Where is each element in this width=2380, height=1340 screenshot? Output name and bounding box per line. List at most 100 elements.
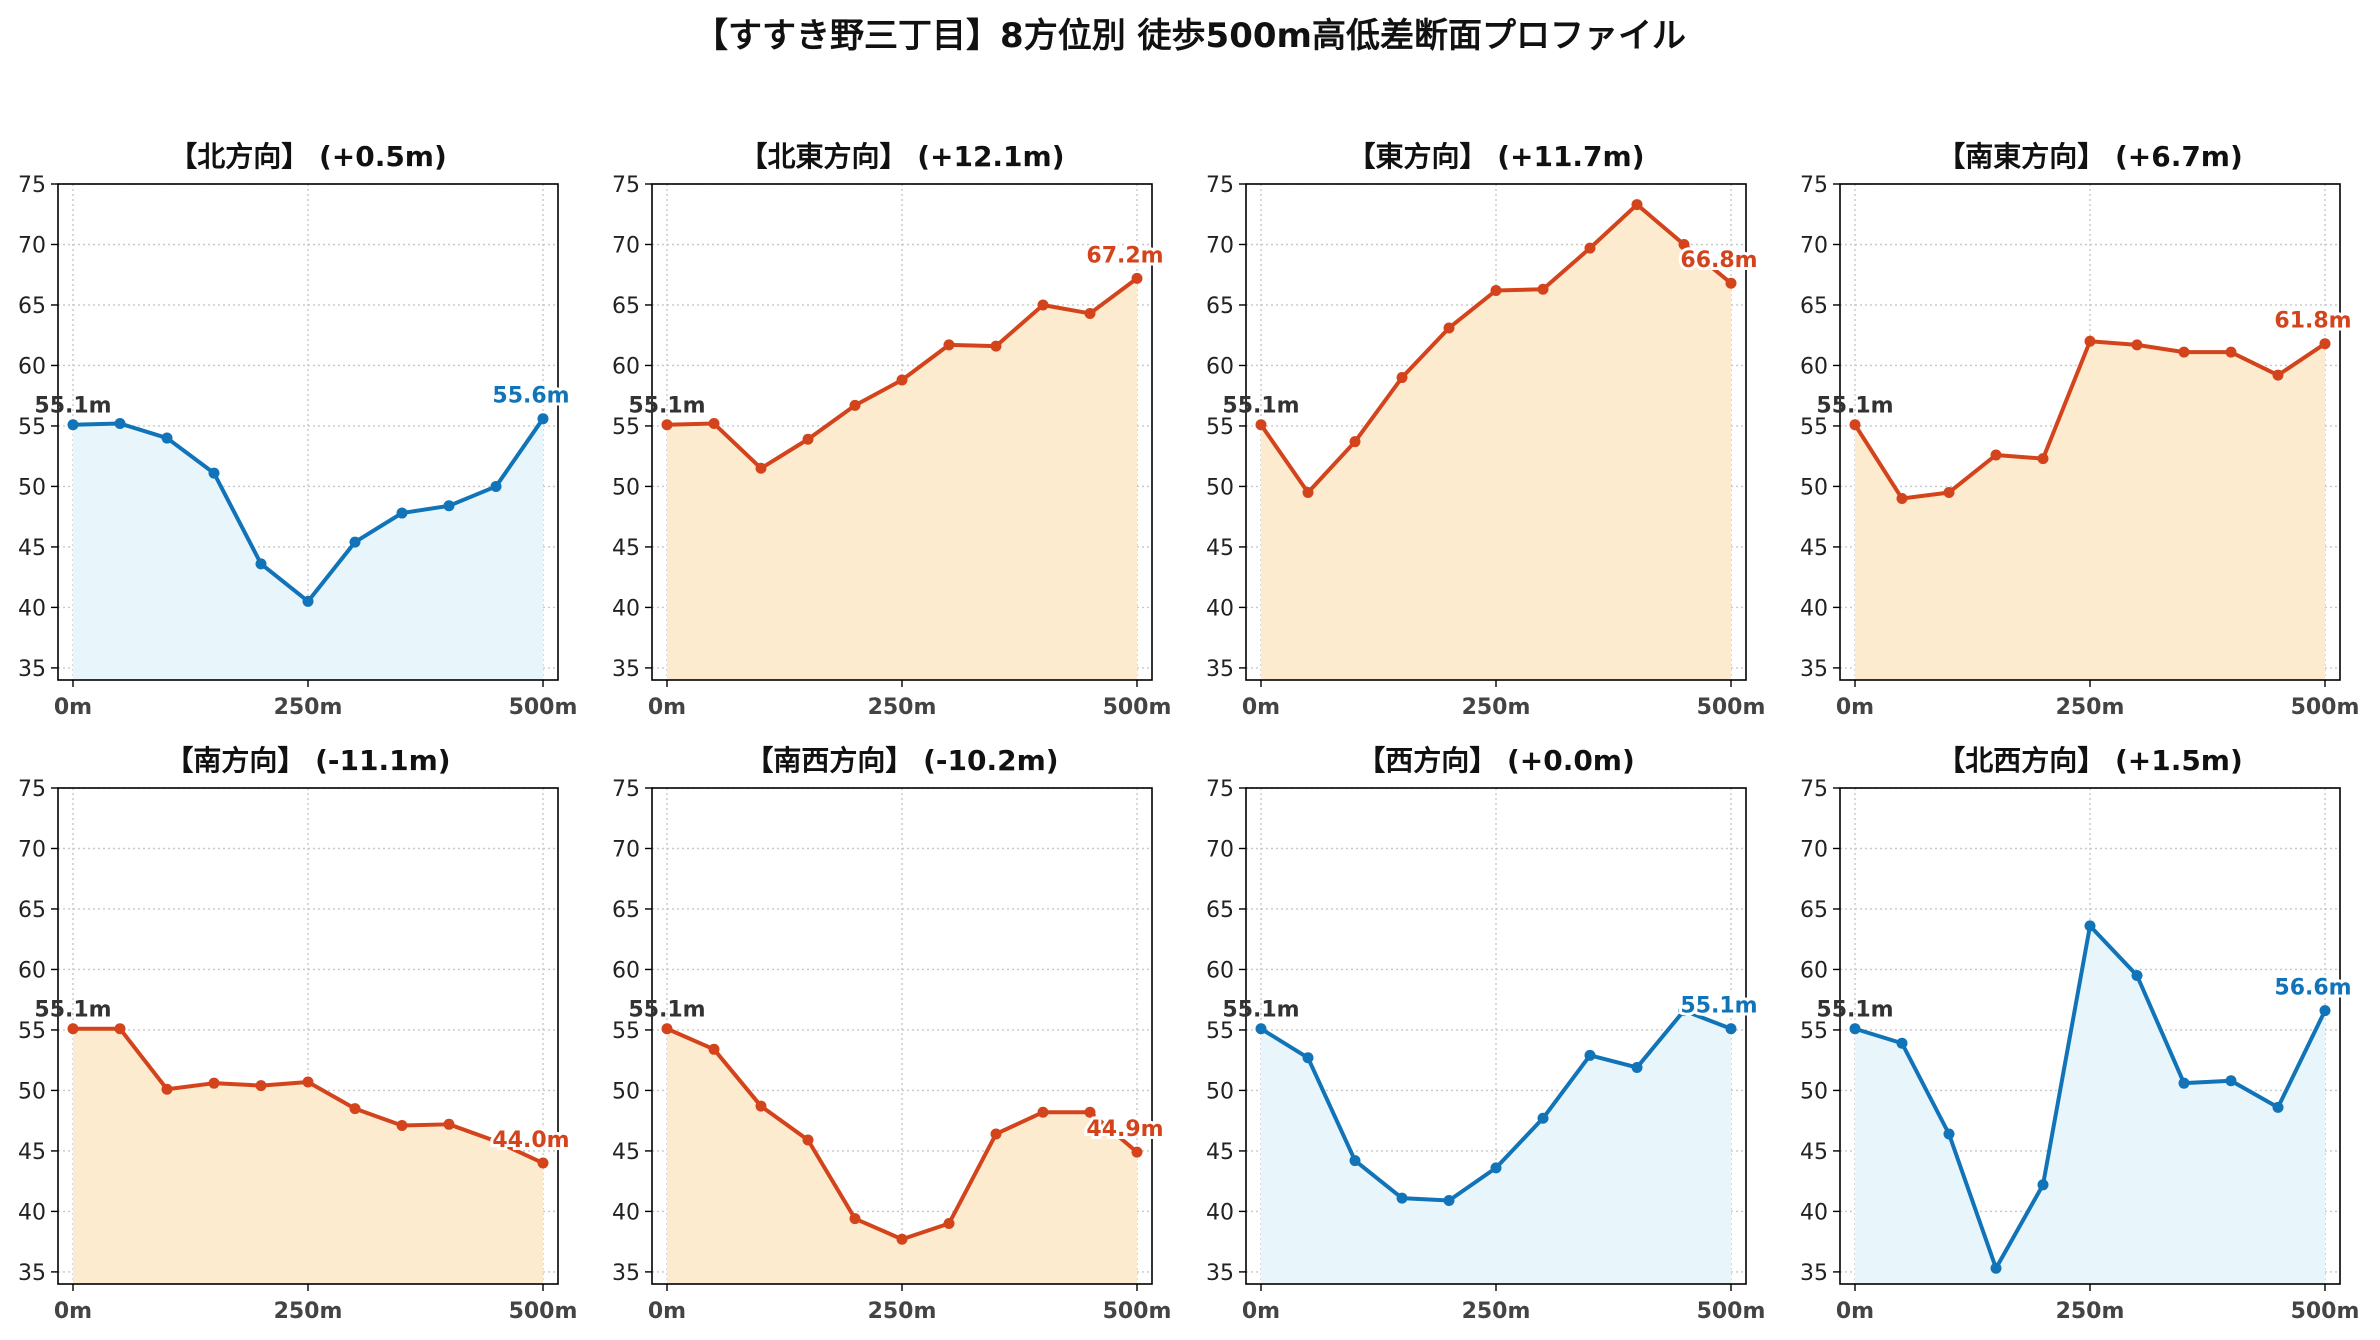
start-elevation-label: 55.1m [34, 394, 111, 419]
data-point [1584, 1049, 1596, 1061]
data-point [1396, 1192, 1408, 1204]
data-point [1490, 284, 1502, 296]
x-tick-label: 0m [54, 1299, 92, 1324]
data-point [537, 413, 549, 425]
data-point [661, 419, 673, 431]
y-tick-label: 60 [18, 958, 46, 983]
data-point [1584, 242, 1596, 254]
data-point [2131, 970, 2143, 982]
y-tick-label: 75 [18, 777, 46, 802]
end-elevation-label: 56.6m [2274, 976, 2351, 1001]
y-tick-label: 55 [1800, 415, 1828, 440]
start-elevation-label: 55.1m [1816, 394, 1893, 419]
y-tick-label: 40 [18, 1200, 46, 1225]
elevation-panel: 【南西方向】 (-10.2m) 35 40 45 50 55 60 65 70 75 0m 250m 5… [612, 744, 1171, 1324]
panel-title: 【南西方向】 (-10.2m) [745, 744, 1058, 777]
y-tick-label: 75 [612, 777, 640, 802]
y-tick-label: 40 [1800, 596, 1828, 621]
data-point [1678, 1005, 1690, 1017]
x-tick-label: 0m [648, 695, 686, 720]
y-tick-label: 70 [1800, 233, 1828, 258]
y-tick-label: 65 [1800, 898, 1828, 923]
y-tick-label: 50 [612, 475, 640, 500]
data-point [1943, 486, 1955, 498]
y-tick-label: 50 [1800, 475, 1828, 500]
elevation-panel: 【東方向】 (+11.7m) 35 40 45 50 55 60 65 70 75 0m 250m 50… [1206, 140, 1765, 720]
data-point [255, 558, 267, 570]
data-point [708, 1043, 720, 1055]
y-tick-label: 45 [612, 1140, 640, 1165]
y-tick-label: 75 [18, 173, 46, 198]
area-fill [1261, 204, 1731, 680]
y-tick-label: 35 [1800, 1261, 1828, 1286]
x-tick-label: 0m [1242, 695, 1280, 720]
x-tick-label: 0m [1836, 695, 1874, 720]
data-point [208, 1077, 220, 1089]
data-point [1084, 307, 1096, 319]
area-fill [73, 418, 543, 680]
start-elevation-label: 55.1m [1222, 394, 1299, 419]
data-point [1849, 1023, 1861, 1035]
elevation-panel: 【北方向】 (+0.5m) 35 40 45 50 55 60 65 70 75 0m 250m 500… [18, 140, 577, 720]
y-tick-label: 65 [18, 294, 46, 319]
y-tick-label: 35 [18, 1261, 46, 1286]
data-point [802, 433, 814, 445]
data-point [849, 1213, 861, 1225]
y-tick-label: 65 [1800, 294, 1828, 319]
data-point [802, 1134, 814, 1146]
panel-title: 【北方向】 (+0.5m) [169, 140, 447, 173]
y-tick-label: 40 [612, 596, 640, 621]
y-tick-label: 60 [1206, 958, 1234, 983]
x-tick-label: 500m [1103, 695, 1172, 720]
x-tick-label: 250m [1462, 695, 1531, 720]
data-point [1490, 1162, 1502, 1174]
data-point [1896, 1037, 1908, 1049]
area-fill [1855, 925, 2325, 1284]
data-point [849, 399, 861, 411]
x-tick-label: 0m [648, 1299, 686, 1324]
data-point [1537, 1112, 1549, 1124]
data-point [349, 536, 361, 548]
end-elevation-label: 55.1m [1680, 994, 1757, 1019]
end-elevation-label: 61.8m [2274, 309, 2351, 334]
data-point [1443, 322, 1455, 334]
data-point [443, 500, 455, 512]
y-tick-label: 65 [612, 294, 640, 319]
data-point [1349, 436, 1361, 448]
data-point [302, 595, 314, 607]
data-point [1302, 1052, 1314, 1064]
y-tick-label: 35 [612, 1261, 640, 1286]
data-point [755, 1100, 767, 1112]
y-tick-label: 70 [1206, 837, 1234, 862]
y-tick-label: 60 [612, 354, 640, 379]
y-tick-label: 60 [1800, 354, 1828, 379]
y-tick-label: 65 [1206, 294, 1234, 319]
data-point [1131, 272, 1143, 284]
area-fill [1855, 341, 2325, 680]
data-point [661, 1023, 673, 1035]
panel-title: 【東方向】 (+11.7m) [1347, 140, 1644, 173]
start-elevation-label: 55.1m [1222, 998, 1299, 1023]
y-tick-label: 55 [612, 1019, 640, 1044]
data-point [1990, 449, 2002, 461]
data-point [490, 480, 502, 492]
area-fill [73, 1028, 543, 1284]
x-tick-label: 250m [2056, 1299, 2125, 1324]
data-point [1037, 1106, 1049, 1118]
data-point [2319, 1005, 2331, 1017]
data-point [1349, 1155, 1361, 1167]
y-tick-label: 50 [18, 475, 46, 500]
y-tick-label: 55 [18, 415, 46, 440]
y-tick-label: 75 [1800, 173, 1828, 198]
data-point [67, 1023, 79, 1035]
y-tick-label: 45 [1206, 1140, 1234, 1165]
data-point [1725, 277, 1737, 289]
y-tick-label: 40 [1206, 1200, 1234, 1225]
y-tick-label: 55 [1206, 1019, 1234, 1044]
elevation-panel: 【南方向】 (-11.1m) 35 40 45 50 55 60 65 70 75 0m 250m 50… [18, 744, 577, 1324]
y-tick-label: 75 [1206, 777, 1234, 802]
data-point [896, 1233, 908, 1245]
y-tick-label: 40 [1800, 1200, 1828, 1225]
y-tick-label: 70 [612, 233, 640, 258]
x-tick-label: 250m [868, 695, 937, 720]
